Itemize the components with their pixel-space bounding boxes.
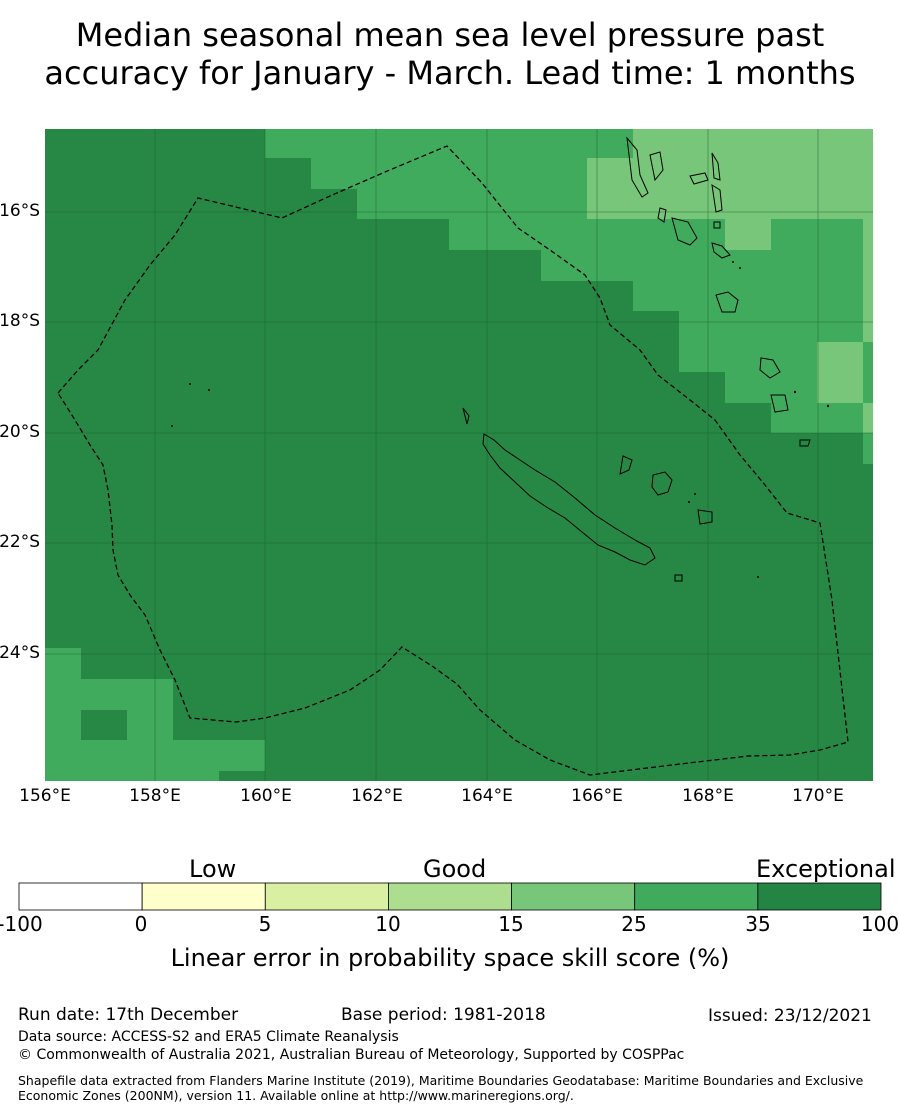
lat-label: 24°S — [0, 643, 40, 663]
lon-label: 158°E — [129, 786, 181, 806]
region-15-25-north — [587, 129, 873, 342]
base-period: Base period: 1981-2018 — [341, 1005, 546, 1025]
small-islands — [462, 136, 811, 582]
colorbar-tick: 15 — [498, 912, 524, 936]
colorbar-tick: 0 — [134, 912, 148, 936]
title-line-2: accuracy for January - March. Lead time:… — [44, 54, 856, 92]
colorbar-tick: 35 — [745, 912, 771, 936]
lon-label: 162°E — [351, 786, 403, 806]
lat-label: 16°S — [0, 201, 40, 221]
colorbar-tick: 25 — [621, 912, 647, 936]
lon-label: 156°E — [19, 786, 71, 806]
colorbar-swatch — [264, 882, 389, 911]
map-gridlines — [45, 129, 873, 781]
colorbar-swatch — [511, 882, 636, 911]
lon-label: 166°E — [571, 786, 623, 806]
colorbar-category-good: Good — [423, 855, 487, 883]
issued-date: Issued: 23/12/2021 — [708, 1006, 872, 1026]
copyright-notice: © Commonwealth of Australia 2021, Austra… — [18, 1047, 685, 1063]
lon-label: 170°E — [792, 786, 844, 806]
region-exceptional-patch — [81, 710, 127, 740]
run-date: Run date: 17th December — [18, 1005, 239, 1025]
eez-boundary — [57, 145, 849, 776]
colorbar-tick: -100 — [0, 912, 43, 936]
lat-label: 22°S — [0, 532, 40, 552]
tiny-islets — [171, 261, 830, 578]
shapefile-credit: Shapefile data extracted from Flanders M… — [18, 1073, 864, 1103]
colorbar-swatch — [634, 882, 759, 911]
lon-label: 168°E — [682, 786, 734, 806]
colorbar-swatch — [18, 882, 143, 911]
colorbar-category-exceptional: Exceptional — [756, 855, 896, 883]
colorbar-category-low: Low — [189, 855, 237, 883]
colorbar-tick: 10 — [375, 912, 401, 936]
lon-label: 164°E — [461, 786, 513, 806]
colorbar-swatch — [141, 882, 266, 911]
lat-label: 20°S — [0, 422, 40, 442]
colorbar-swatch — [757, 882, 882, 911]
chart-title: Median seasonal mean sea level pressure … — [0, 16, 900, 92]
colorbar-swatch — [388, 882, 512, 911]
colorbar — [18, 882, 882, 911]
region-15-25-east-edge — [863, 403, 873, 433]
title-line-1: Median seasonal mean sea level pressure … — [75, 16, 825, 54]
data-source: Data source: ACCESS-S2 and ERA5 Climate … — [18, 1029, 399, 1045]
lat-label: 18°S — [0, 311, 40, 331]
colorbar-title: Linear error in probability space skill … — [170, 944, 730, 972]
colorbar-tick: 100 — [860, 912, 900, 936]
lon-label: 160°E — [240, 786, 292, 806]
new-caledonia-island — [482, 433, 656, 566]
region-15-25-east — [817, 342, 863, 403]
region-exceptional-corner — [219, 771, 265, 781]
colorbar-tick: 5 — [258, 912, 272, 936]
